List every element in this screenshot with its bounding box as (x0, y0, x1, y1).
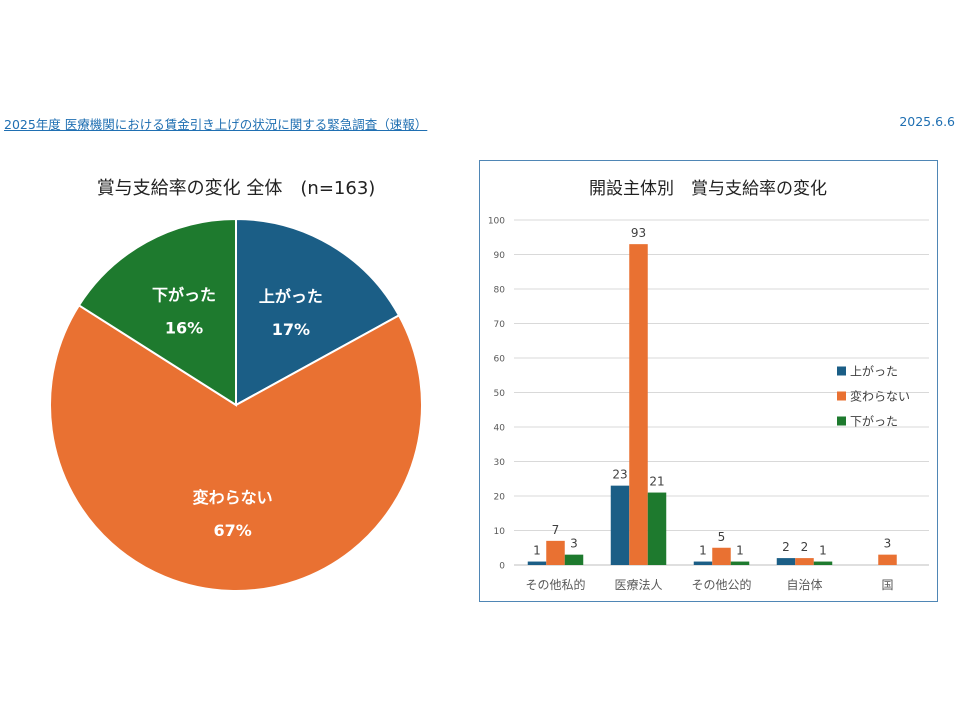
bar-data-label: 7 (552, 523, 560, 537)
pie-slice-percent: 67% (213, 521, 251, 540)
y-tick-label: 90 (494, 251, 506, 261)
bar-data-label: 93 (631, 226, 646, 240)
legend-swatch (837, 416, 846, 426)
bar-data-label: 1 (533, 544, 541, 558)
y-tick-label: 50 (494, 389, 506, 399)
legend-swatch (837, 391, 846, 401)
pie-slice-label: 変わらない (193, 488, 273, 507)
bar-data-label: 3 (884, 537, 892, 551)
pie-slice-3 (77, 217, 237, 407)
x-category-label: 医療法人 (614, 578, 662, 592)
pie-chart-title: 賞与支給率の変化 全体 (n=163) (96, 178, 376, 199)
y-tick-label: 80 (494, 286, 506, 296)
legend-label: 変わらない (850, 389, 910, 404)
y-tick-label: 60 (494, 355, 506, 365)
pie-slice-percent: 17% (272, 320, 310, 339)
x-category-label: 国 (881, 578, 893, 592)
bar-data-label: 5 (718, 530, 726, 544)
y-tick-label: 20 (494, 493, 506, 503)
bar-3 (647, 492, 667, 565)
pie-slice-percent: 16% (165, 318, 203, 337)
y-tick-label: 10 (494, 527, 506, 537)
bar-1 (693, 561, 713, 565)
bar-data-label: 1 (699, 544, 707, 558)
legend-swatch (837, 366, 846, 376)
bar-2 (878, 554, 897, 565)
bar-2 (629, 244, 648, 565)
pie-slice-1 (235, 217, 401, 407)
bar-data-label: 1 (819, 544, 827, 558)
report-title-link[interactable]: 2025年度 医療機関における賃金引き上げの状況に関する緊急調査（速報） (4, 117, 428, 132)
pie-chart: 上がった 17% 変わらない 67% 下がった 16% (49, 217, 423, 592)
x-category-label: 自治体 (786, 578, 822, 592)
report-date: 2025.6.6 (899, 114, 955, 129)
y-tick-label: 100 (488, 217, 505, 227)
pie-slice-label: 下がった (152, 285, 216, 304)
bar-data-label: 2 (801, 540, 809, 554)
bar-3 (564, 554, 584, 565)
pie-slice-label: 上がった (259, 287, 323, 306)
y-tick-label: 70 (494, 320, 506, 330)
y-tick-label: 30 (494, 458, 506, 468)
legend-label: 下がった (850, 414, 898, 429)
bar-1 (610, 485, 630, 565)
x-category-label: その他私的 (525, 577, 585, 592)
bar-chart-title: 開設主体別 賞与支給率の変化 (589, 179, 827, 199)
y-tick-label: 0 (499, 562, 505, 572)
pie-slice-2 (49, 303, 423, 592)
x-category-label: その他公的 (691, 577, 751, 592)
bar-data-label: 3 (570, 537, 578, 551)
bar-3 (813, 561, 833, 565)
bar-chart: 開設主体別 賞与支給率の変化 0 10 20 30 40 50 60 70 80 90 100 その他私… (488, 179, 929, 592)
bar-data-label: 21 (649, 475, 664, 489)
bar-data-label: 23 (612, 468, 627, 482)
bar-data-label: 1 (736, 544, 744, 558)
bar-1 (776, 558, 796, 565)
y-tick-label: 40 (494, 424, 506, 434)
bar-data-label: 2 (782, 540, 790, 554)
legend-label: 上がった (850, 364, 898, 379)
bar-2 (712, 547, 731, 565)
bar-chart-frame (479, 160, 938, 602)
bar-2 (546, 540, 565, 565)
bar-1 (527, 561, 547, 565)
bar-3 (730, 561, 750, 565)
bar-2 (795, 558, 814, 565)
